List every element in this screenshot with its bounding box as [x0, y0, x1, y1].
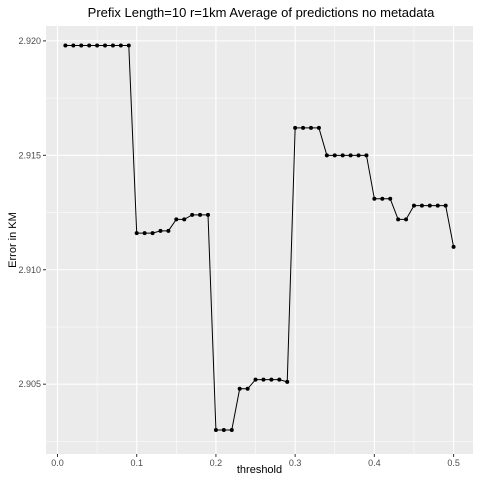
data-point	[356, 153, 361, 158]
data-point	[166, 228, 171, 233]
data-point	[95, 43, 100, 48]
data-point	[308, 125, 313, 130]
data-point	[277, 377, 282, 382]
data-point	[63, 43, 68, 48]
major-gridlines	[46, 26, 473, 454]
x-tick-label: 0.4	[368, 458, 381, 468]
y-tick-label: 2.910	[18, 265, 41, 275]
data-point	[87, 43, 92, 48]
x-tick-label: 0.1	[130, 458, 143, 468]
data-point	[388, 196, 393, 201]
data-point	[269, 377, 274, 382]
data-point	[332, 153, 337, 158]
x-tick-label: 0.5	[447, 458, 460, 468]
data-point	[419, 203, 424, 208]
y-tick-label: 2.915	[18, 150, 41, 160]
data-point	[435, 203, 440, 208]
data-point	[404, 217, 409, 222]
y-axis-ticks: 2.905 2.910 2.915 2.920	[18, 36, 46, 389]
data-point	[285, 379, 290, 384]
data-point	[134, 231, 139, 236]
y-tick-label: 2.905	[18, 379, 41, 389]
data-point	[316, 125, 321, 130]
series-layer	[63, 43, 456, 432]
data-point	[324, 153, 329, 158]
data-point	[396, 217, 401, 222]
data-point	[158, 228, 163, 233]
data-point	[372, 196, 377, 201]
x-tick-label: 0.3	[289, 458, 302, 468]
data-point	[190, 212, 195, 217]
data-point	[427, 203, 432, 208]
data-point	[340, 153, 345, 158]
x-tick-label: 0.0	[51, 458, 64, 468]
minor-gridlines	[46, 26, 473, 454]
y-axis-title: Error in KM	[7, 212, 19, 268]
data-point	[126, 43, 131, 48]
data-point	[364, 153, 369, 158]
y-tick-label: 2.920	[18, 36, 41, 46]
data-point	[221, 427, 226, 432]
x-tick-label: 0.2	[210, 458, 223, 468]
data-point	[142, 231, 147, 236]
data-point	[79, 43, 84, 48]
data-point	[411, 203, 416, 208]
data-point	[206, 212, 211, 217]
data-point	[110, 43, 115, 48]
x-axis-title: threshold	[237, 464, 282, 476]
data-point	[261, 377, 266, 382]
x-axis-ticks: 0.0 0.1 0.2 0.3 0.4 0.5	[51, 454, 460, 468]
data-point	[293, 125, 298, 130]
data-point	[451, 244, 456, 249]
data-point	[301, 125, 306, 130]
data-point	[118, 43, 123, 48]
data-point	[443, 203, 448, 208]
data-point	[182, 217, 187, 222]
data-point	[229, 427, 234, 432]
data-point	[245, 386, 250, 391]
data-point	[213, 427, 218, 432]
data-point	[71, 43, 76, 48]
data-point	[103, 43, 108, 48]
data-point	[150, 231, 155, 236]
data-point	[380, 196, 385, 201]
data-point	[174, 217, 179, 222]
data-point	[237, 386, 242, 391]
data-point	[348, 153, 353, 158]
data-point	[198, 212, 203, 217]
plot-panel	[46, 26, 473, 454]
chart-title: Prefix Length=10 r=1km Average of predic…	[88, 5, 435, 20]
data-point	[253, 377, 258, 382]
